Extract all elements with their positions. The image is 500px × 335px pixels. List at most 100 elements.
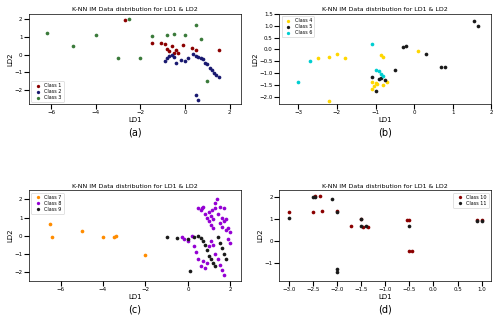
Class 6 xyxy=(372,67,380,72)
Class 11 xyxy=(362,223,370,228)
Class 5 xyxy=(376,76,384,82)
Class 4 xyxy=(383,79,391,84)
Class 8 xyxy=(192,249,200,255)
Class 2 xyxy=(184,55,192,61)
Class 4 xyxy=(368,79,376,84)
Class 9 xyxy=(218,246,226,251)
Class 1 xyxy=(170,50,178,55)
Title: K-NN IM Data distribution for LD1 & LD2: K-NN IM Data distribution for LD1 & LD2 xyxy=(72,7,198,12)
Class 11 xyxy=(357,216,365,222)
Class 3 xyxy=(92,32,100,38)
Class 8 xyxy=(203,215,211,220)
Class 9 xyxy=(190,234,198,239)
Class 11 xyxy=(478,219,486,224)
Class 5 xyxy=(372,88,380,94)
Class 2 xyxy=(212,72,220,78)
Class 8 xyxy=(198,205,205,210)
Class 10 xyxy=(473,217,481,223)
Class 9 xyxy=(203,248,211,253)
Class 3 xyxy=(192,22,200,28)
Class 6 xyxy=(306,59,314,64)
Class 8 xyxy=(203,260,211,265)
Class 2 xyxy=(192,54,200,59)
Class 8 xyxy=(198,258,206,264)
Class 9 xyxy=(201,242,209,247)
Class 4 xyxy=(368,86,376,91)
Class 8 xyxy=(224,237,232,242)
Class 8 xyxy=(224,226,232,231)
Class 9 xyxy=(184,237,192,242)
Class 6 xyxy=(294,79,302,84)
Class 5 xyxy=(402,43,410,49)
Class 8 xyxy=(207,213,215,218)
Class 7 xyxy=(110,234,118,239)
Class 8 xyxy=(216,262,224,267)
Class 7 xyxy=(142,252,150,257)
Class 9 xyxy=(186,268,194,274)
Class 2 xyxy=(170,55,178,60)
X-axis label: LD1: LD1 xyxy=(128,293,141,299)
Class 1 xyxy=(161,41,169,47)
Class 8 xyxy=(201,211,209,217)
Class 1 xyxy=(163,47,171,52)
Class 11 xyxy=(333,266,341,271)
Class 10 xyxy=(403,217,411,223)
Title: K-NN IM Data distribution for LD1 & LD2: K-NN IM Data distribution for LD1 & LD2 xyxy=(322,7,448,12)
Class 2 xyxy=(194,97,202,103)
Class 10 xyxy=(357,216,365,222)
Class 11 xyxy=(473,219,481,224)
Class 8 xyxy=(198,204,206,209)
Class 2 xyxy=(201,60,209,65)
Class 11 xyxy=(357,223,365,228)
Class 4 xyxy=(374,81,382,87)
Class 9 xyxy=(210,260,218,265)
Class 7 xyxy=(78,228,86,234)
Class 1 xyxy=(214,48,222,53)
Class 9 xyxy=(214,235,222,240)
Class 4 xyxy=(325,98,333,103)
Class 11 xyxy=(284,215,292,221)
Class 8 xyxy=(218,224,226,229)
Class 8 xyxy=(226,240,234,246)
Class 9 xyxy=(194,233,202,238)
Class 4 xyxy=(333,52,341,57)
Class 7 xyxy=(99,235,107,240)
Class 1 xyxy=(179,42,187,48)
Class 10 xyxy=(406,217,413,223)
Class 9 xyxy=(174,236,182,241)
Class 2 xyxy=(210,70,218,76)
Class 5 xyxy=(437,65,445,70)
Class 4 xyxy=(380,54,388,59)
Class 7 xyxy=(46,221,54,226)
Class 1 xyxy=(174,50,182,55)
Class 9 xyxy=(216,240,224,246)
Class 7 xyxy=(112,233,120,238)
Class 6 xyxy=(378,72,386,77)
Class 3 xyxy=(196,36,204,41)
Class 2 xyxy=(214,74,222,79)
Class 8 xyxy=(178,235,186,240)
Class 1 xyxy=(166,48,173,54)
Class 9 xyxy=(162,235,170,240)
Class 5 xyxy=(441,65,449,70)
Class 8 xyxy=(196,264,204,269)
Class 8 xyxy=(201,266,209,271)
Class 2 xyxy=(189,51,197,56)
Class 5 xyxy=(391,67,399,72)
Class 2 xyxy=(172,60,180,65)
Class 2 xyxy=(206,65,214,71)
Class 8 xyxy=(180,237,188,242)
Class 10 xyxy=(478,217,486,223)
Class 8 xyxy=(190,244,198,249)
Class 8 xyxy=(222,217,230,222)
Class 3 xyxy=(42,30,50,36)
Class 2 xyxy=(196,55,204,61)
Class 3 xyxy=(181,32,189,38)
Y-axis label: LD2: LD2 xyxy=(7,52,13,66)
Text: (d): (d) xyxy=(378,305,392,315)
Class 11 xyxy=(311,194,319,200)
Class 10 xyxy=(360,224,368,229)
Text: (b): (b) xyxy=(378,128,392,138)
Class 2 xyxy=(208,67,216,72)
Class 7 xyxy=(48,234,56,239)
